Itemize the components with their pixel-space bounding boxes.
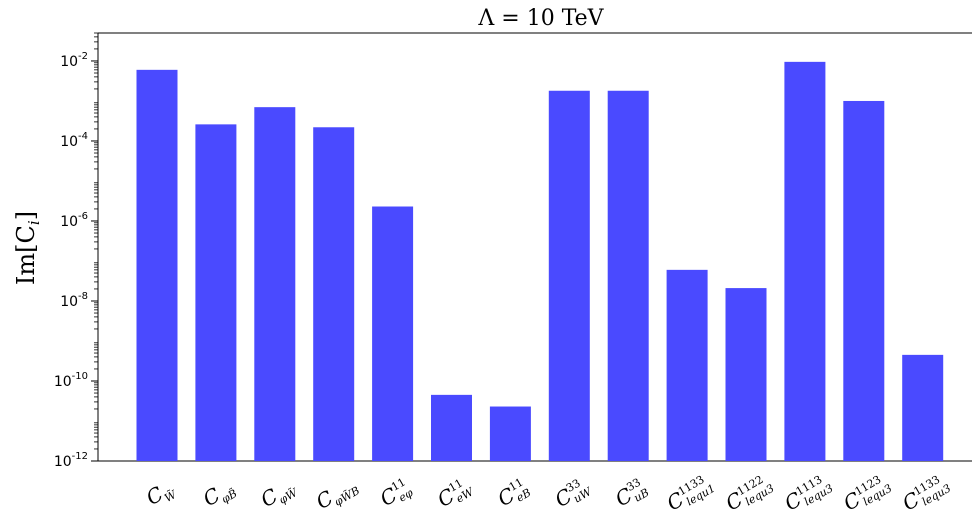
x-tick-labels: CW̃ CφB̃ CφW̃ CφW̃B C11eφ C11eW C11eB C33uW C33u…: [142, 470, 953, 517]
bar: [372, 206, 414, 461]
x-tick-label: C1113lequ3: [780, 470, 835, 517]
bar: [607, 90, 649, 462]
x-tick-label-text: C33uB: [611, 475, 651, 513]
y-axis-label: Im[Ci]: [12, 211, 43, 285]
chart-title: Λ = 10 TeV: [477, 6, 604, 31]
x-tick-label: C11eB: [494, 475, 534, 513]
x-tick-label-text: CφW̃B: [312, 472, 362, 517]
x-tick-label-text: C1123lequ3: [839, 470, 894, 517]
x-tick-label-text: C11eW: [433, 473, 477, 513]
bar: [902, 354, 944, 461]
x-tick-label-text: CφB̃: [199, 475, 239, 514]
x-tick-label-text: C1113lequ3: [780, 470, 835, 517]
bar: [254, 107, 296, 461]
y-tick-label: 10-2: [60, 51, 88, 70]
x-tick-label: C11eW: [433, 473, 477, 513]
bar: [195, 124, 237, 462]
x-tick-label: C1123lequ3: [839, 470, 894, 517]
bar: [666, 269, 708, 461]
y-tick-label: 10-4: [60, 131, 88, 150]
x-tick-label-text: CφW̃: [256, 473, 301, 514]
x-tick-label: C11eφ: [376, 475, 416, 513]
x-tick-label-text: C1133lequ1: [663, 470, 718, 517]
bar: [784, 61, 826, 462]
y-major-ticks: 10-2 10-4 10-6 10-8 10-10 10-12: [54, 51, 98, 470]
y-tick-label: 10-10: [54, 371, 88, 390]
bar: [431, 394, 472, 461]
bar: [489, 406, 531, 461]
y-tick-label: 10-8: [60, 291, 88, 310]
x-tick-label: CφW̃: [256, 473, 301, 514]
bar: [136, 69, 178, 461]
x-tick-label-text: C1122lequ3: [722, 470, 777, 517]
bars: [136, 61, 944, 462]
x-tick-label-text: CW̃: [142, 475, 180, 513]
bar: [843, 100, 885, 462]
x-tick-label: CW̃: [142, 475, 180, 513]
x-tick-label-text: C1133lequ3: [898, 470, 953, 517]
x-tick-label: CφW̃B: [312, 472, 362, 517]
x-tick-label: C33uW: [551, 473, 596, 514]
x-tick-label: CφB̃: [199, 475, 239, 514]
x-tick-label-text: C11eB: [494, 475, 534, 513]
x-tick-label-text: C33uW: [551, 473, 596, 514]
bar: [548, 90, 590, 462]
x-tick-label-text: C11eφ: [376, 475, 416, 513]
x-tick-label: C33uB: [611, 475, 651, 513]
y-tick-label: 10-6: [60, 211, 88, 230]
y-tick-label: 10-12: [54, 451, 88, 470]
y-minor-ticks: [94, 32, 98, 450]
bar: [313, 127, 355, 461]
bar: [725, 288, 767, 461]
x-tick-label: C1133lequ3: [898, 470, 953, 517]
x-tick-label: C1133lequ1: [663, 470, 718, 517]
x-tick-label: C1122lequ3: [722, 470, 777, 517]
